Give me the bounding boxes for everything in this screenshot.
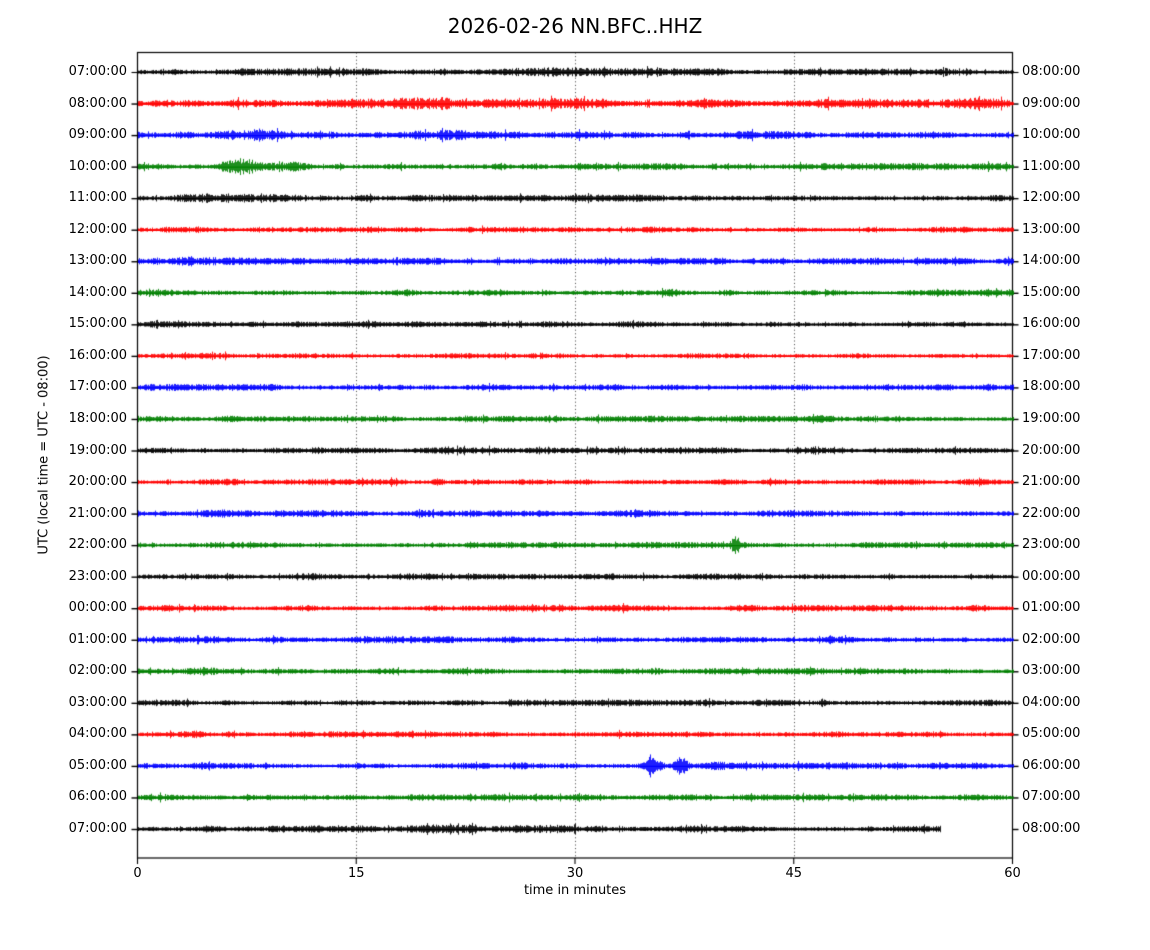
- local-tick-label: 15:00:00: [1022, 284, 1081, 300]
- utc-tick-label: 23:00:00: [68, 568, 127, 584]
- local-tick-label: 22:00:00: [1022, 505, 1081, 521]
- local-tick-label: 03:00:00: [1022, 663, 1081, 679]
- local-tick-label: 12:00:00: [1022, 190, 1081, 206]
- local-tick-label: 02:00:00: [1022, 631, 1081, 647]
- local-tick-label: 04:00:00: [1022, 694, 1081, 710]
- x-axis-label: time in minutes: [523, 883, 627, 898]
- utc-tick-label: 12:00:00: [68, 221, 127, 237]
- local-tick-label: 17:00:00: [1022, 347, 1081, 363]
- utc-tick-label: 13:00:00: [68, 253, 127, 269]
- local-tick-label: 01:00:00: [1022, 600, 1081, 616]
- utc-tick-label: 20:00:00: [68, 474, 127, 490]
- local-tick-label: 21:00:00: [1022, 474, 1081, 490]
- utc-tick-label: 05:00:00: [68, 757, 127, 773]
- utc-tick-label: 08:00:00: [68, 95, 127, 111]
- x-tick-label: 0: [133, 866, 142, 881]
- utc-tick-label: 15:00:00: [68, 316, 127, 332]
- local-tick-label: 20:00:00: [1022, 442, 1081, 458]
- utc-tick-label: 02:00:00: [68, 663, 127, 679]
- local-tick-label: 06:00:00: [1022, 757, 1081, 773]
- utc-tick-label: 01:00:00: [68, 631, 127, 647]
- utc-tick-label: 18:00:00: [68, 410, 127, 426]
- local-tick-label: 16:00:00: [1022, 316, 1081, 332]
- utc-tick-label: 07:00:00: [68, 64, 127, 79]
- utc-tick-label: 19:00:00: [68, 442, 127, 458]
- local-tick-label: 08:00:00: [1022, 821, 1081, 836]
- x-tick-label: 30: [566, 866, 584, 881]
- utc-tick-label: 07:00:00: [68, 821, 127, 836]
- x-tick-label: 45: [785, 866, 803, 881]
- utc-tick-label: 00:00:00: [68, 600, 127, 616]
- local-tick-label: 14:00:00: [1022, 253, 1081, 269]
- local-tick-label: 10:00:00: [1022, 127, 1081, 143]
- local-tick-label: 18:00:00: [1022, 379, 1081, 395]
- utc-tick-label: 10:00:00: [68, 158, 127, 174]
- local-tick-label: 00:00:00: [1022, 568, 1081, 584]
- x-tick-label: 15: [347, 866, 365, 881]
- chart-title: 2026-02-26 NN.BFC..HHZ: [447, 14, 703, 38]
- utc-tick-label: 03:00:00: [68, 694, 127, 710]
- local-tick-label: 08:00:00: [1022, 64, 1081, 79]
- local-tick-label: 05:00:00: [1022, 726, 1081, 742]
- local-tick-label: 13:00:00: [1022, 221, 1081, 237]
- utc-tick-label: 22:00:00: [68, 537, 127, 553]
- utc-tick-label: 04:00:00: [68, 726, 127, 742]
- local-tick-label: 23:00:00: [1022, 537, 1081, 553]
- utc-tick-label: 21:00:00: [68, 505, 127, 521]
- utc-tick-label: 17:00:00: [68, 379, 127, 395]
- utc-tick-label: 11:00:00: [68, 190, 127, 206]
- utc-tick-label: 14:00:00: [68, 284, 127, 300]
- local-tick-label: 07:00:00: [1022, 789, 1081, 805]
- utc-tick-label: 09:00:00: [68, 127, 127, 143]
- utc-tick-label: 06:00:00: [68, 789, 127, 805]
- x-tick-label: 60: [1004, 866, 1021, 881]
- utc-tick-label: 16:00:00: [68, 347, 127, 363]
- local-tick-label: 19:00:00: [1022, 410, 1081, 426]
- local-tick-label: 11:00:00: [1022, 158, 1081, 174]
- local-tick-label: 09:00:00: [1022, 95, 1081, 111]
